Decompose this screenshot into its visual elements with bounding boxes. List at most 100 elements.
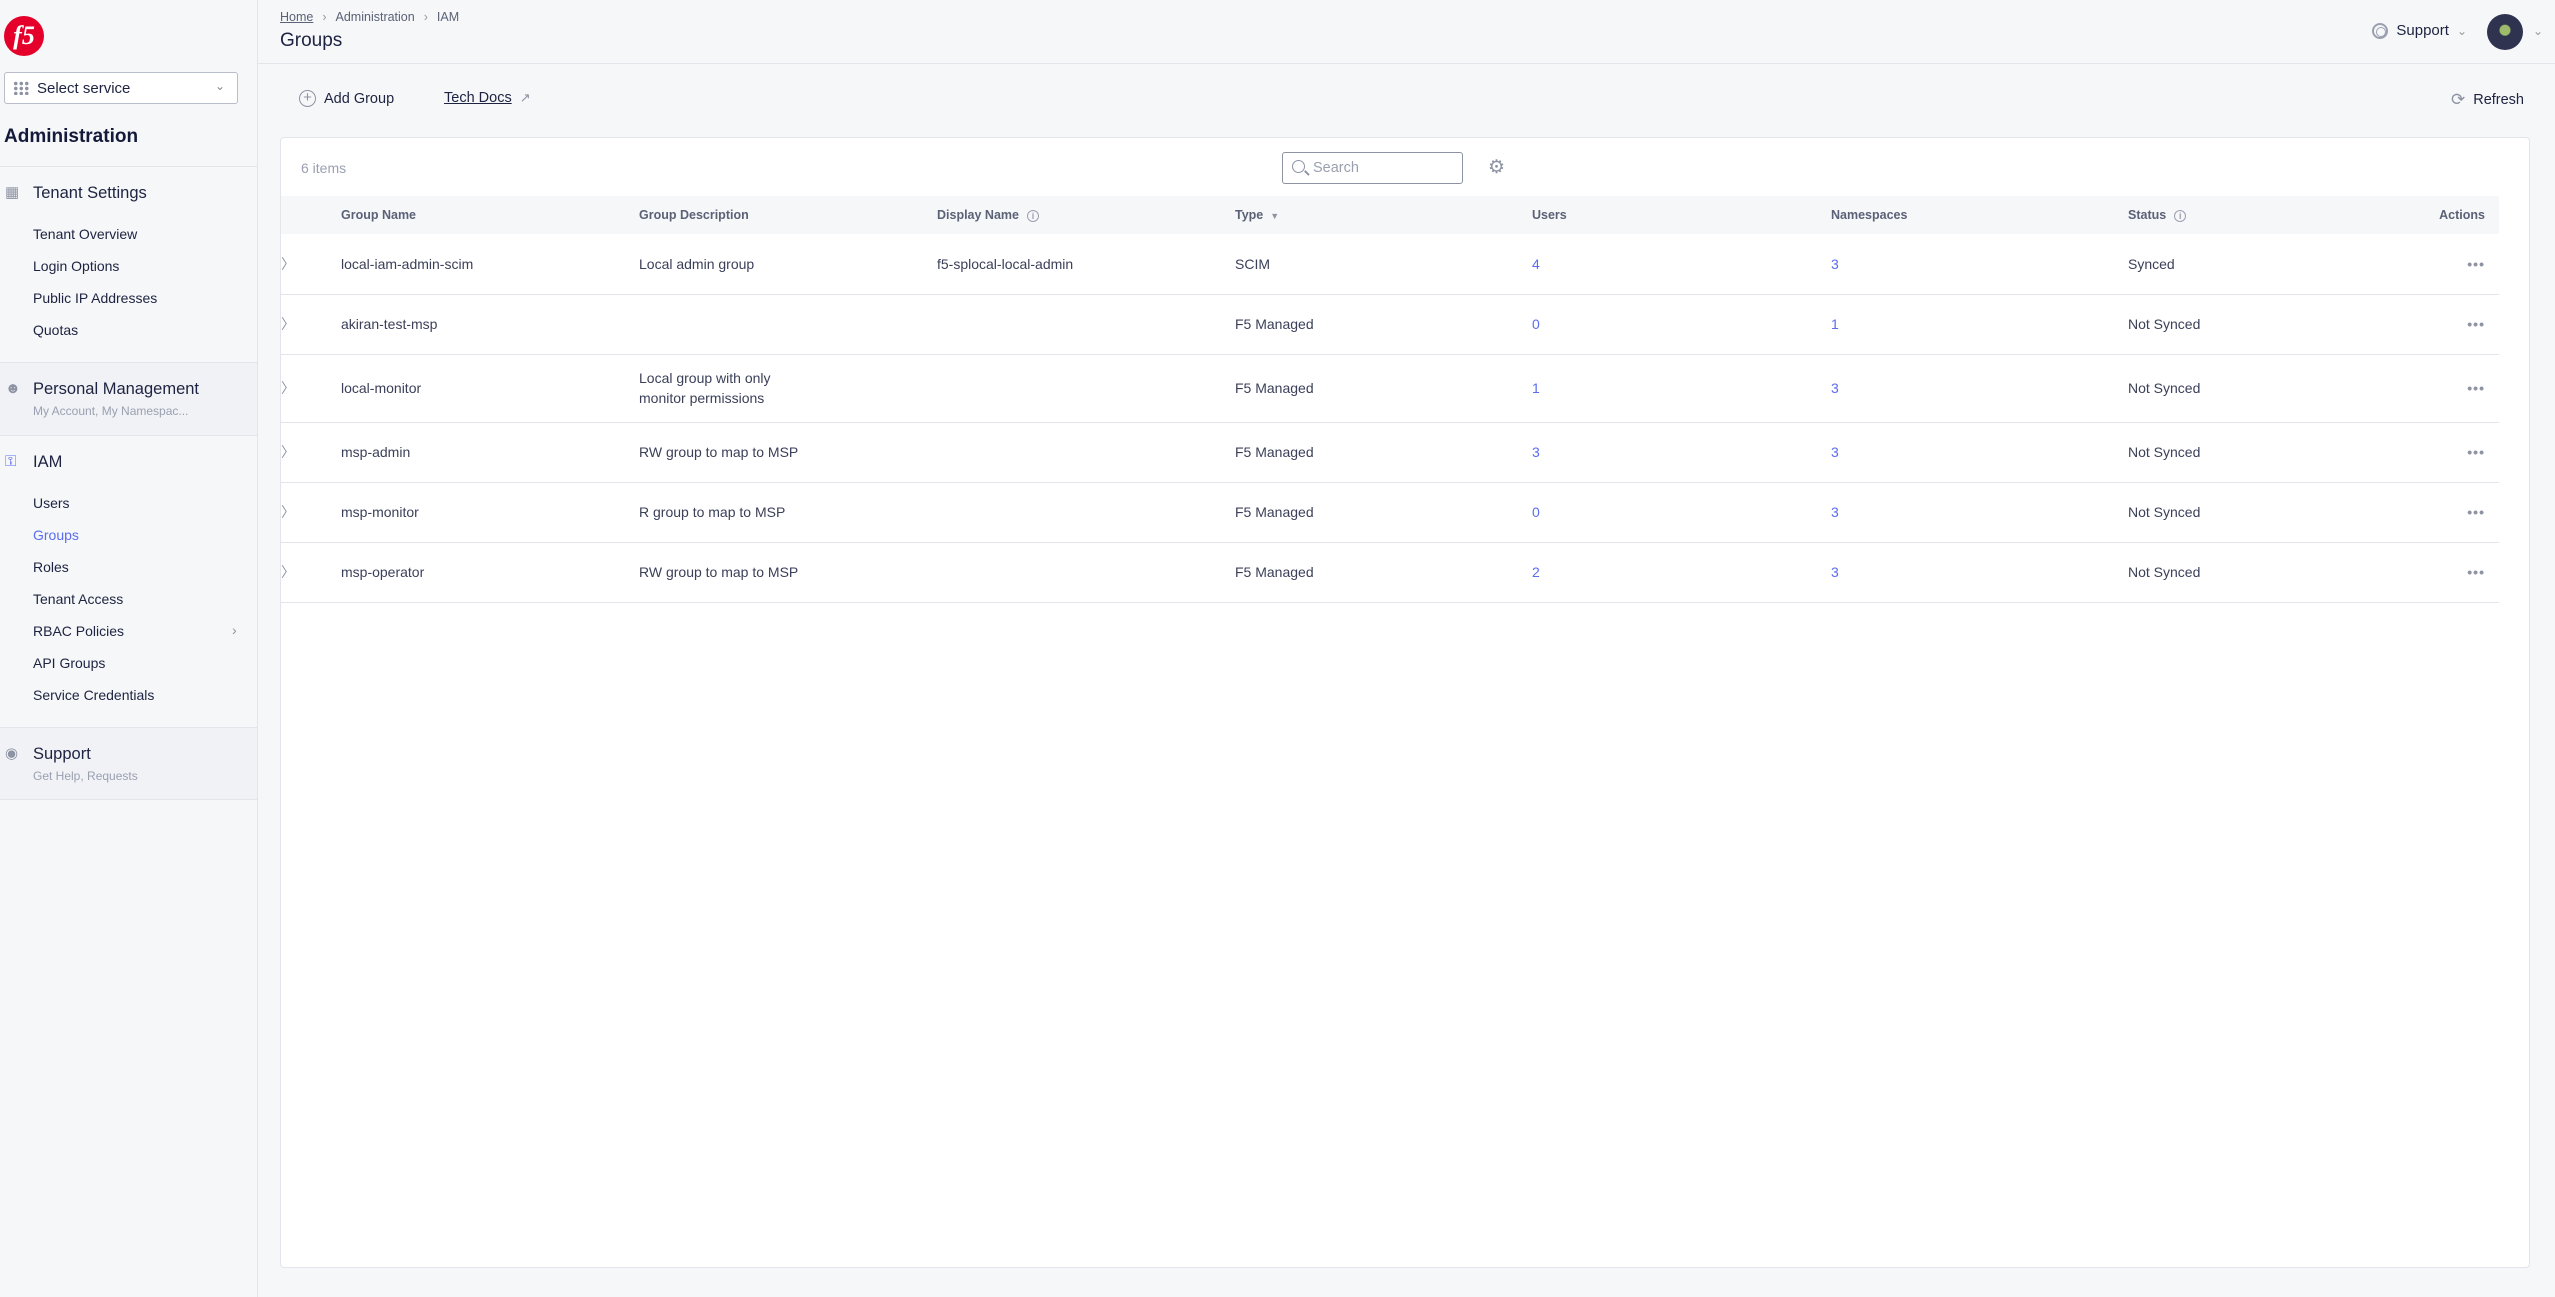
group-name: msp-admin (341, 444, 411, 460)
nav-login-options[interactable]: Login Options (33, 258, 120, 274)
nav-quotas[interactable]: Quotas (33, 322, 79, 338)
sidebar: f5 Select service ⌄ Administration ▦ Ten… (0, 0, 258, 1297)
users-count-link[interactable]: 4 (1532, 255, 1540, 272)
tenant-settings-header[interactable]: Tenant Settings (33, 184, 147, 202)
item-count: 6 items (301, 160, 347, 176)
display-name (937, 542, 1235, 602)
more-actions-icon[interactable]: ••• (2467, 444, 2485, 460)
expand-row-icon[interactable]: 〉 (281, 316, 295, 332)
key-icon: ⚿ (5, 453, 17, 470)
namespaces-count-link[interactable]: 3 (1831, 504, 1839, 520)
nav-api-groups[interactable]: API Groups (33, 655, 106, 671)
table-row[interactable]: 〉 msp-admin RW group to map to MSP F5 Ma… (281, 422, 2499, 482)
users-count-link[interactable]: 3 (1532, 444, 1540, 460)
nav-users[interactable]: Users (33, 495, 70, 511)
group-name: local-monitor (341, 380, 422, 396)
breadcrumb-administration: Administration (335, 10, 415, 24)
search-input[interactable]: Search (1282, 152, 1463, 184)
more-actions-icon[interactable]: ••• (2467, 564, 2485, 580)
namespaces-count-link[interactable]: 3 (1831, 444, 1839, 460)
users-count-link[interactable]: 1 (1532, 380, 1540, 396)
add-group-button[interactable]: + Add Group (299, 90, 394, 107)
nav-public-ip-addresses[interactable]: Public IP Addresses (33, 290, 158, 306)
group-description: Local group with only monitor permission… (639, 370, 771, 406)
expand-row-icon[interactable]: 〉 (281, 564, 295, 580)
section-title: Administration (4, 126, 139, 147)
table-row[interactable]: 〉 local-iam-admin-scim Local admin group… (281, 234, 2499, 294)
display-name: f5-splocal-local-admin (937, 255, 1074, 272)
more-actions-icon[interactable]: ••• (2467, 255, 2485, 272)
support-section[interactable]: ◉ Support Get Help, Requests (0, 727, 257, 800)
support-subtitle: Get Help, Requests (33, 769, 138, 783)
display-name (937, 354, 1235, 422)
select-service-dropdown[interactable]: Select service ⌄ (4, 72, 238, 104)
group-name: msp-monitor (341, 504, 419, 520)
col-users: Users (1532, 208, 1567, 222)
search-placeholder: Search (1313, 160, 1359, 176)
search-icon (1292, 160, 1305, 173)
groups-table-card: 6 items Search ⚙ Group Name Group Descri… (280, 137, 2530, 1268)
sync-status: Not Synced (2128, 316, 2201, 332)
group-type: F5 Managed (1235, 316, 1314, 332)
group-description: R group to map to MSP (639, 504, 786, 520)
building-icon: ▦ (5, 184, 20, 201)
namespaces-count-link[interactable]: 3 (1831, 255, 1839, 272)
personal-management-subtitle: My Account, My Namespac... (33, 404, 189, 418)
chevron-right-icon: › (232, 622, 237, 638)
refresh-button[interactable]: ⟳ Refresh (2451, 90, 2524, 110)
namespaces-count-link[interactable]: 3 (1831, 564, 1839, 580)
table-row[interactable]: 〉 msp-monitor R group to map to MSP F5 M… (281, 482, 2499, 542)
table-header-row: Group Name Group Description Display Nam… (281, 196, 2499, 234)
lifebuoy-icon: ◉ (5, 745, 19, 762)
breadcrumb-home[interactable]: Home (280, 10, 314, 24)
more-actions-icon[interactable]: ••• (2467, 504, 2485, 520)
sort-icon[interactable]: ▼ (1270, 211, 1280, 221)
sync-status: Synced (2128, 255, 2175, 272)
nav-groups[interactable]: Groups (33, 527, 79, 543)
users-count-link[interactable]: 0 (1532, 316, 1540, 332)
personal-management-section[interactable]: ☻ Personal Management My Account, My Nam… (0, 362, 257, 435)
nav-rbac-policies[interactable]: RBAC Policies (33, 623, 125, 639)
page-title: Groups (280, 30, 343, 51)
users-count-link[interactable]: 2 (1532, 564, 1540, 580)
plus-circle-icon: + (299, 90, 316, 107)
group-type: F5 Managed (1235, 444, 1314, 460)
table-row[interactable]: 〉 msp-operator RW group to map to MSP F5… (281, 542, 2499, 602)
table-row[interactable]: 〉 local-monitor Local group with only mo… (281, 354, 2499, 422)
group-description: RW group to map to MSP (639, 564, 799, 580)
namespaces-count-link[interactable]: 3 (1831, 380, 1839, 396)
support-header: Support (33, 745, 91, 763)
info-icon[interactable]: i (1026, 210, 1039, 222)
display-name (937, 294, 1235, 354)
more-actions-icon[interactable]: ••• (2467, 316, 2485, 332)
more-actions-icon[interactable]: ••• (2467, 380, 2485, 396)
group-type: SCIM (1235, 255, 1270, 272)
expand-row-icon[interactable]: 〉 (281, 504, 295, 520)
expand-row-icon[interactable]: 〉 (281, 444, 295, 460)
nav-tenant-access[interactable]: Tenant Access (33, 591, 124, 607)
gear-icon[interactable]: ⚙ (1488, 157, 1506, 178)
info-icon[interactable]: i (2174, 210, 2187, 222)
nav-tenant-overview[interactable]: Tenant Overview (33, 226, 138, 242)
chevron-right-icon: › (423, 10, 428, 24)
group-type: F5 Managed (1235, 564, 1314, 580)
expand-row-icon[interactable]: 〉 (281, 380, 295, 396)
avatar[interactable] (2487, 14, 2523, 50)
chevron-down-icon[interactable]: ⌄ (2532, 24, 2543, 38)
tech-docs-link[interactable]: Tech Docs ↗ (444, 90, 531, 106)
col-status: Status i (2128, 196, 2328, 234)
namespaces-count-link[interactable]: 1 (1831, 316, 1839, 332)
iam-header[interactable]: IAM (33, 453, 63, 471)
groups-table: Group Name Group Description Display Nam… (281, 196, 2499, 603)
support-menu[interactable]: Support ⌄ (2372, 22, 2467, 39)
select-service-label: Select service (37, 79, 131, 97)
nav-roles[interactable]: Roles (33, 559, 69, 575)
expand-row-icon[interactable]: 〉 (281, 255, 295, 272)
nav-service-credentials[interactable]: Service Credentials (33, 687, 155, 703)
iam-section: ⚿ IAM Users Groups Roles Tenant Access R… (0, 435, 257, 727)
col-type[interactable]: Type ▼ (1235, 208, 1280, 222)
table-row[interactable]: 〉 akiran-test-msp F5 Managed 0 1 Not Syn… (281, 294, 2499, 354)
f5-logo[interactable]: f5 (4, 16, 44, 56)
users-count-link[interactable]: 0 (1532, 504, 1540, 520)
page-header: Home › Administration › IAM Groups Support ⌄… (258, 0, 2555, 64)
